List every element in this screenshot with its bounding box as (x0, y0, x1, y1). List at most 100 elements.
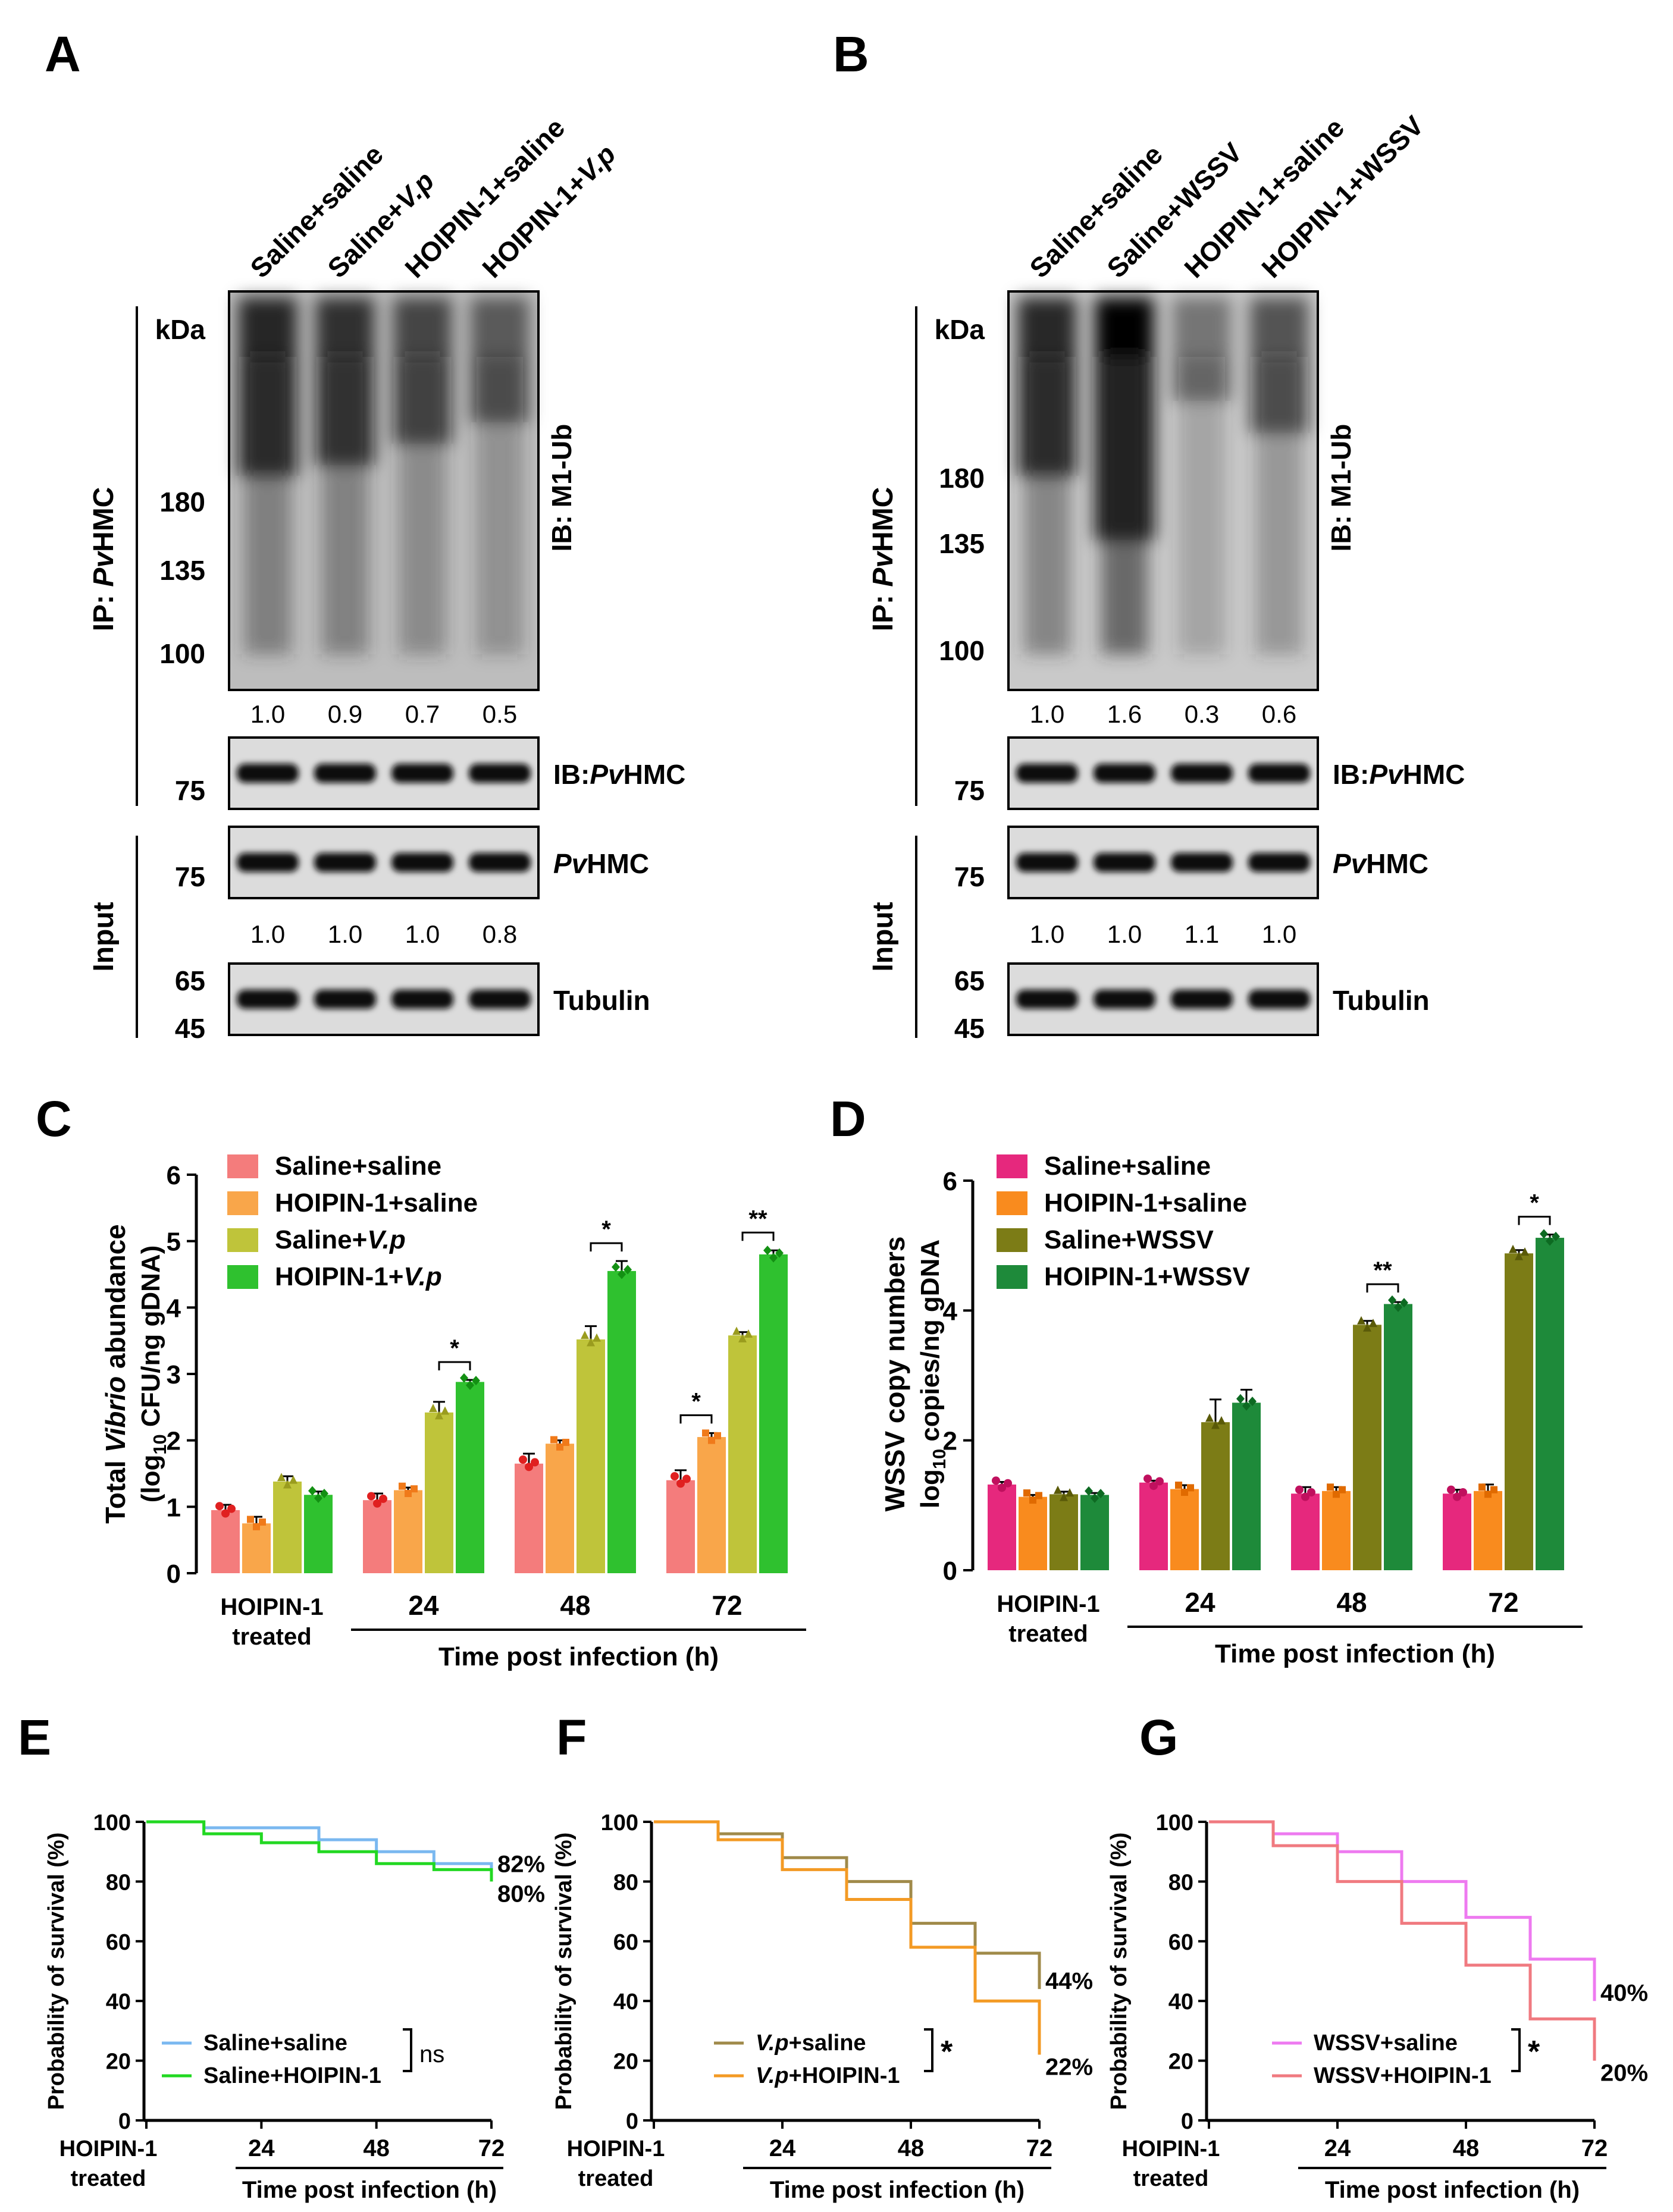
text-part: +saline (789, 2031, 866, 2056)
data-point (714, 1432, 721, 1439)
ub-smears (1017, 297, 1309, 654)
data-point (562, 1439, 569, 1447)
data-point (1552, 1231, 1560, 1241)
data-point (1301, 1492, 1309, 1501)
data-point (1096, 1489, 1105, 1499)
data-point (531, 1458, 539, 1467)
survival-chart-f: 0 20 40 60 80 100 24 48 72 HOIPIN-1 treated Time po… (552, 1811, 1093, 2203)
y-axis-title-2: (log10 CFU/ng gDNA) (136, 1245, 170, 1503)
text-part: HOIPIN-1+saline (275, 1188, 478, 1218)
bands (1016, 853, 1310, 872)
band (314, 853, 376, 872)
bar (1536, 1238, 1564, 1570)
ub-smear-tail (1101, 357, 1148, 654)
data-point (1307, 1488, 1315, 1496)
bar (697, 1437, 726, 1573)
y-tick-label: 0 (943, 1557, 957, 1586)
data-point (998, 1483, 1006, 1492)
x-tick-label: 24 (248, 2135, 275, 2161)
data-point (525, 1463, 533, 1471)
text-part: IB: (553, 759, 590, 790)
data-point (593, 1333, 601, 1342)
bands (237, 990, 531, 1009)
blot-panel-b: Saline+salineSaline+WSSVHOIPIN-1+salineH… (867, 109, 1465, 1044)
ib-m1ub-label: IB: M1-Ub (1326, 424, 1356, 552)
band (1094, 764, 1155, 783)
ub-quant: 0.7 (405, 700, 440, 728)
text-part: HMC (1403, 759, 1465, 790)
bar (607, 1270, 636, 1573)
x-axis-title: Time post infection (h) (770, 2177, 1025, 2203)
blot-panel-a: Saline+salineSaline+V.pHOIPIN-1+salineHO… (88, 112, 685, 1044)
x-tick-label: 48 (363, 2135, 390, 2161)
data-point (1149, 1482, 1158, 1491)
text-part: IP: (88, 587, 120, 632)
ib-hmc-label: IB:PvHMC (553, 759, 685, 790)
y-tick-label: 20 (613, 2050, 638, 2075)
bar (1232, 1402, 1261, 1570)
bar (456, 1382, 484, 1573)
data-point (618, 1269, 626, 1279)
legend-swatch (997, 1154, 1027, 1178)
data-point (992, 1476, 1000, 1485)
bar (1019, 1496, 1047, 1570)
end-label: 40% (1600, 1980, 1648, 2006)
x-tick-label: 72 (1026, 2135, 1053, 2161)
ip-label: IP: PvHMC (867, 487, 899, 632)
ub-smear-tail (477, 357, 523, 654)
data-point (581, 1331, 589, 1339)
text-part: Pv (867, 551, 899, 587)
x-group-label: 48 (1336, 1587, 1367, 1618)
survival-chart-g: 0 20 40 60 80 100 24 48 72 HOIPIN-1 treated Time po… (1107, 1811, 1648, 2203)
data-point (441, 1406, 449, 1415)
y-tick-label: 40 (1168, 1990, 1193, 2015)
legend-label: Saline+saline (203, 2031, 347, 2056)
data-point (1447, 1485, 1455, 1494)
y-axis-title-2: log10 copies/ng gDNA (916, 1240, 950, 1508)
y-axis-title: Probability of survival (%) (552, 1833, 577, 2110)
x-group-label: 24 (1185, 1587, 1215, 1618)
bar (1080, 1495, 1109, 1570)
band (1171, 853, 1233, 872)
text-part: IB: (1333, 759, 1369, 790)
x0-sublabel: treated (578, 2166, 654, 2191)
x0-sublabel: treated (71, 2166, 146, 2191)
data-point (519, 1455, 527, 1464)
data-point (556, 1443, 563, 1451)
data-point (215, 1502, 224, 1511)
text-part: HMC (867, 487, 899, 552)
lane-label: Saline+saline (244, 139, 389, 284)
ub-quant: 0.3 (1185, 700, 1219, 728)
data-point (1023, 1489, 1030, 1497)
band (237, 853, 299, 872)
significance-mark: ** (1373, 1257, 1392, 1284)
legend-label: V.p+HOIPIN-1 (756, 2063, 900, 2088)
y-tick-label: 100 (601, 1811, 638, 1836)
text-part: V.p (756, 2063, 789, 2088)
data-point (763, 1245, 772, 1256)
data-point (1085, 1486, 1093, 1496)
marker: 75 (175, 861, 205, 892)
y-tick-label: 60 (106, 1930, 131, 1955)
bar (1474, 1491, 1502, 1570)
band (1094, 990, 1155, 1009)
input-label: Input (867, 902, 899, 971)
data-point (682, 1474, 691, 1483)
text-part: Pv (590, 759, 625, 790)
bands (237, 853, 531, 872)
survival-curve (654, 1820, 1041, 1990)
text-part: Pv (1333, 848, 1368, 879)
data-point (1546, 1236, 1554, 1246)
y-tick-label: 80 (1168, 1870, 1193, 1895)
sig-label: * (1528, 2035, 1540, 2069)
y-tick-label: 0 (626, 2109, 638, 2134)
sig-label: * (941, 2035, 953, 2069)
text-part: 10 (149, 1434, 170, 1454)
y-tick-label: 4 (167, 1294, 181, 1323)
legend-label: Saline+WSSV (1044, 1225, 1214, 1254)
significance-bracket (1366, 1283, 1399, 1293)
text-part: +HOIPIN-1 (789, 2063, 900, 2088)
bar (666, 1480, 695, 1573)
bar (1139, 1482, 1168, 1570)
panel-letter-f: F (556, 1709, 587, 1765)
